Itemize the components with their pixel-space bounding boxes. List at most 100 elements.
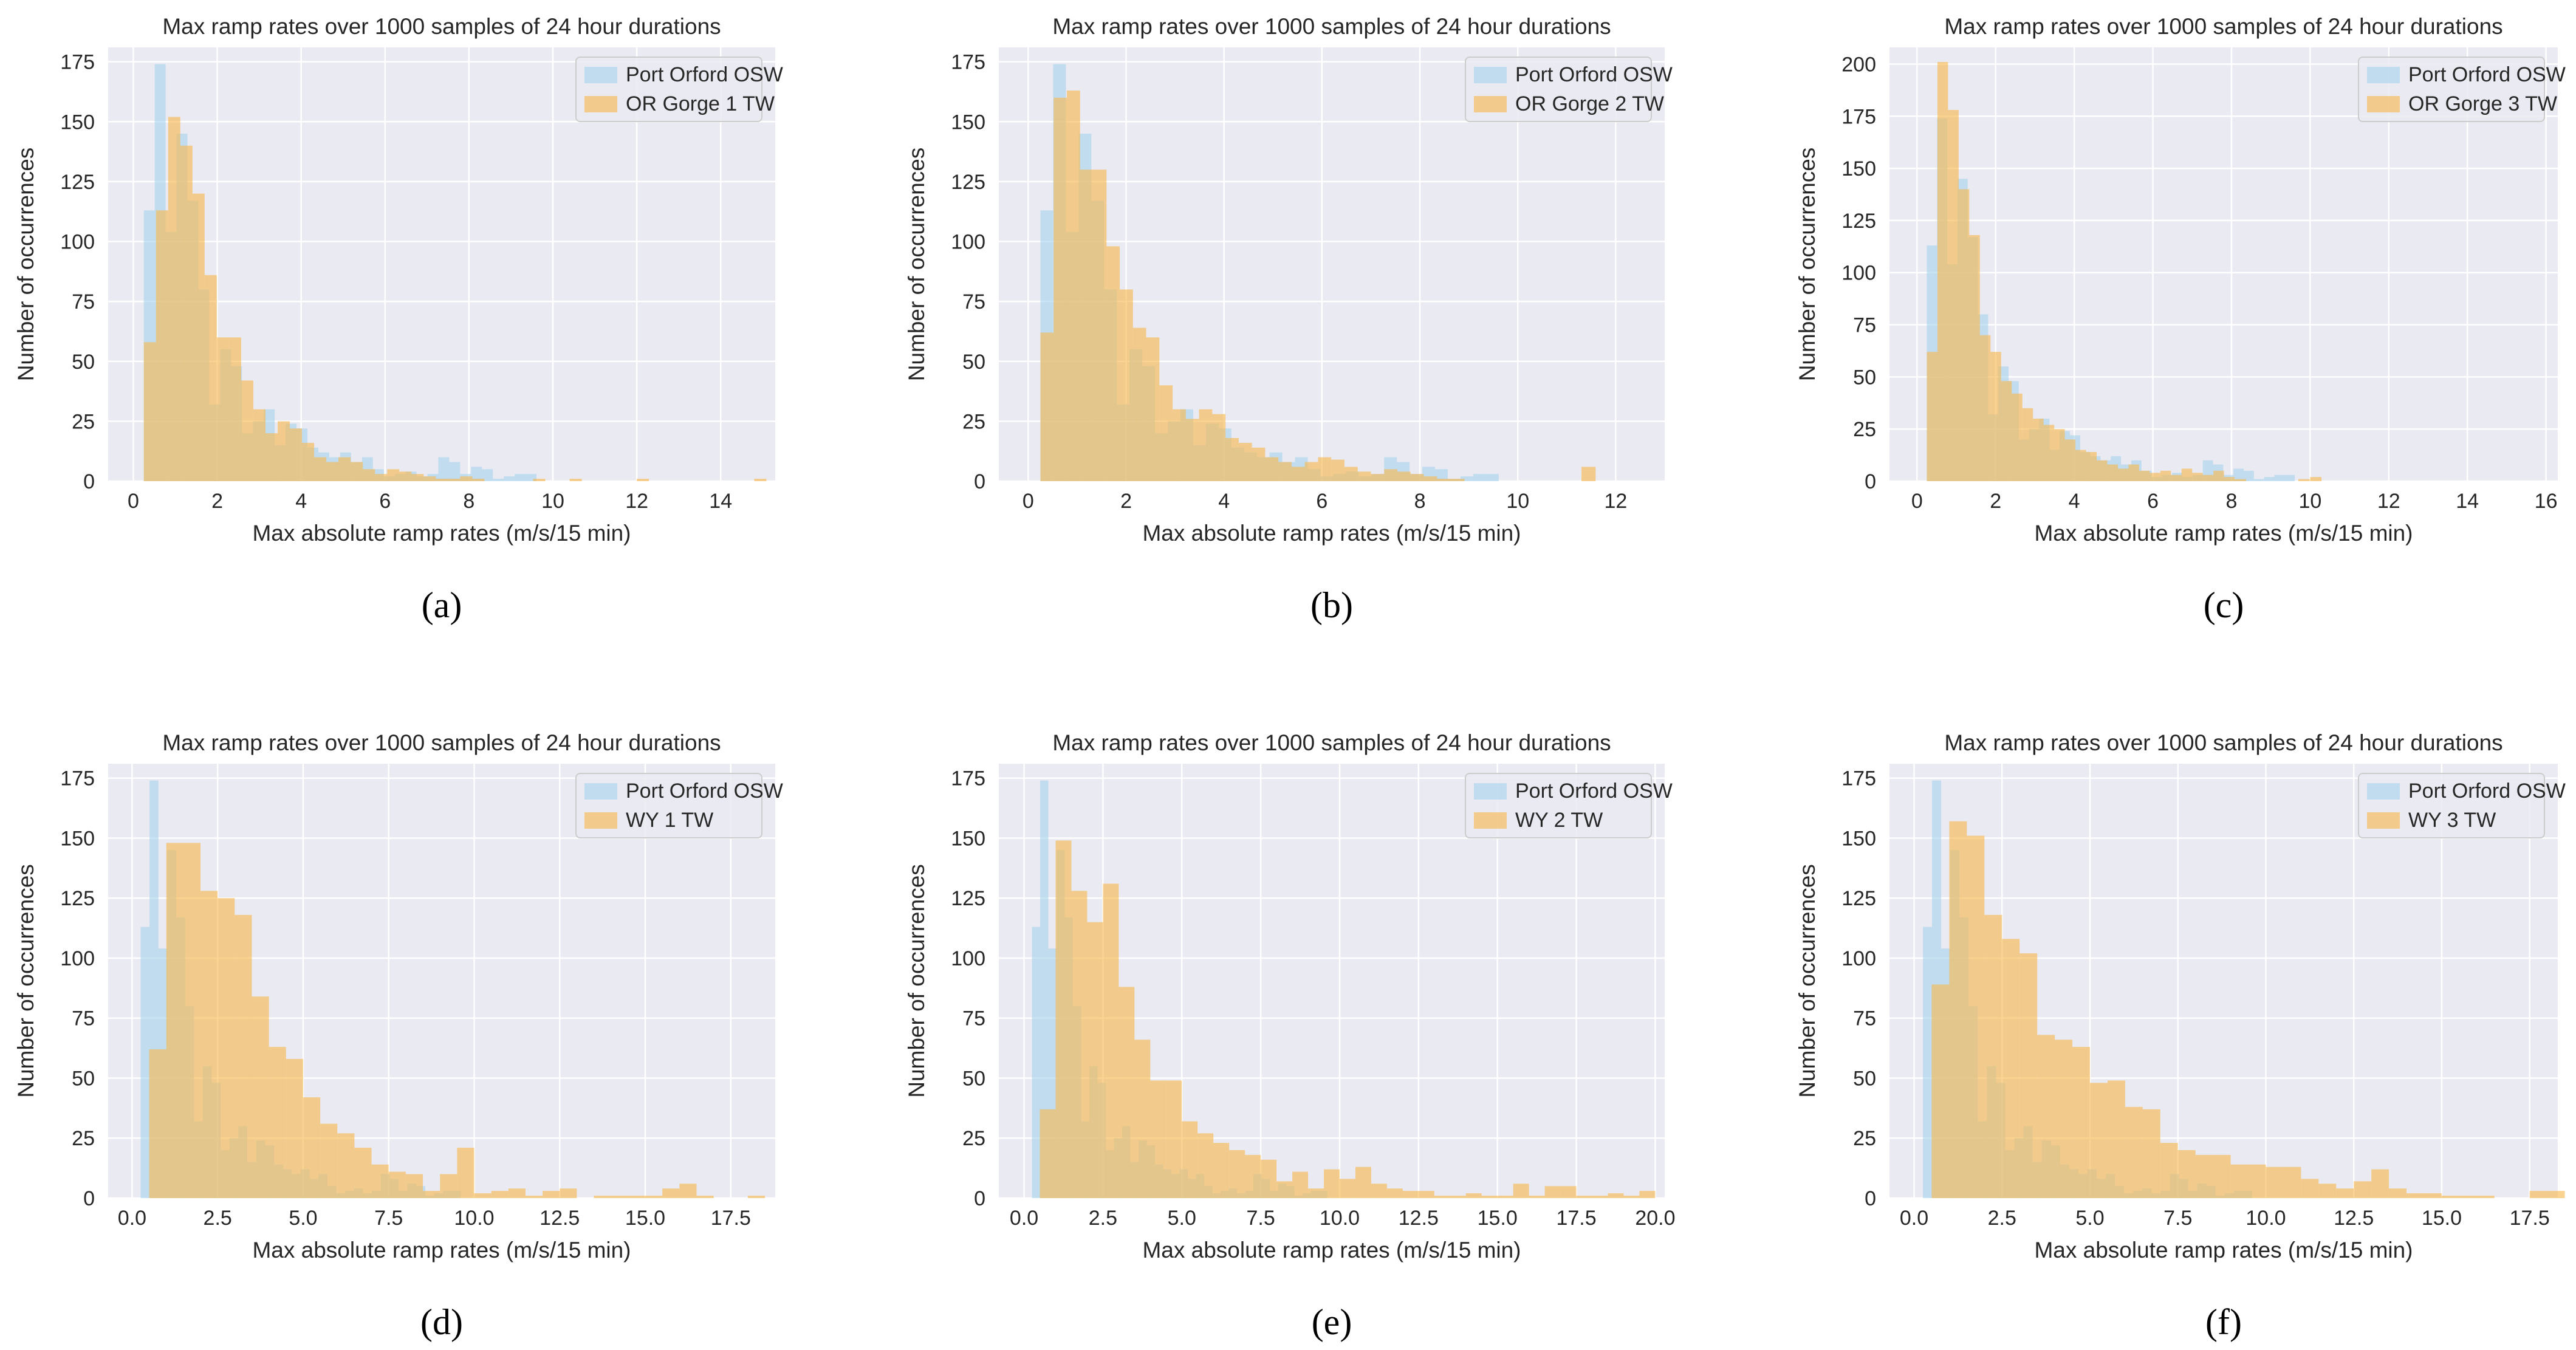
histogram-bar — [2037, 1035, 2055, 1198]
histogram-bar — [338, 457, 351, 481]
y-tick-label: 50 — [72, 1067, 95, 1090]
y-tick-label: 0 — [1865, 470, 1876, 493]
histogram-bar — [388, 1171, 406, 1198]
histogram-bar — [1402, 1191, 1419, 1198]
histogram-bar — [2055, 1040, 2073, 1198]
histogram-bar — [508, 1188, 526, 1198]
y-tick-label: 0 — [83, 1187, 95, 1210]
chart-title: Max ramp rates over 1000 samples of 24 h… — [1944, 14, 2502, 39]
legend-label: Port Orford OSW — [626, 63, 783, 86]
y-tick-label: 125 — [60, 887, 95, 910]
histogram-bar — [747, 1196, 766, 1198]
histogram-bar — [1261, 1159, 1277, 1198]
histogram-bar — [1252, 447, 1266, 481]
histogram-bar — [1308, 1188, 1324, 1198]
y-axis-label: Number of occurrences — [13, 148, 38, 382]
legend-swatch — [2367, 96, 2400, 112]
panel-caption: (b) — [1310, 585, 1353, 625]
histogram-bar — [2002, 939, 2020, 1198]
y-tick-label: 150 — [60, 111, 95, 134]
y-tick-label: 50 — [72, 351, 95, 374]
histogram-bar — [253, 409, 265, 481]
x-tick-label: 5.0 — [1168, 1207, 1196, 1230]
x-tick-label: 15.0 — [1478, 1207, 1518, 1230]
x-tick-label: 2.5 — [1089, 1207, 1117, 1230]
histogram-bar — [1397, 471, 1411, 481]
histogram-bar — [504, 476, 515, 481]
histogram-panel-f: 0 25 50 75 100 125 150 175 0.0 2.5 5.0 7.5 10.0 12.5 1… — [1795, 730, 2566, 1342]
histogram-bar — [320, 1123, 338, 1198]
legend-swatch — [1474, 67, 1507, 83]
histogram-bar — [2476, 1196, 2495, 1198]
histogram-bar — [363, 469, 375, 481]
histogram-bar — [560, 1188, 577, 1198]
histogram-bar — [1093, 170, 1107, 481]
histogram-bar — [1450, 1196, 1466, 1198]
x-tick-label: 4 — [295, 490, 307, 513]
histogram-panel-c: 0 25 50 75 100 125 150 175 200 0 2 4 6 8 10 12 14 16 Max r… — [1795, 14, 2566, 625]
histogram-bar — [1497, 1196, 1513, 1198]
y-tick-label: 100 — [951, 947, 985, 970]
histogram-bar — [269, 1047, 286, 1198]
legend-label: Port Orford OSW — [626, 780, 783, 803]
y-tick-label: 175 — [951, 767, 985, 790]
histogram-bar — [448, 479, 461, 481]
histogram-bar — [2150, 473, 2160, 481]
histogram-bar — [1118, 987, 1135, 1198]
histogram-bar — [1592, 1196, 1608, 1198]
histogram-bar — [2235, 479, 2246, 481]
histogram-bar — [1513, 1184, 1529, 1198]
x-tick-label: 12.5 — [1399, 1207, 1439, 1230]
histogram-bar — [679, 1184, 697, 1198]
histogram-bar — [1278, 462, 1292, 481]
histogram-bar — [290, 428, 303, 481]
chart-title: Max ramp rates over 1000 samples of 24 h… — [162, 14, 721, 39]
histogram-bar — [1318, 457, 1332, 481]
histogram-bar — [2043, 425, 2055, 481]
legend-label: WY 3 TW — [2408, 809, 2496, 832]
histogram-bar — [2459, 1196, 2477, 1198]
histogram-bar — [645, 1196, 663, 1198]
y-tick-label: 200 — [1841, 53, 1876, 76]
histogram-bar — [183, 843, 201, 1198]
y-tick-label: 75 — [962, 290, 985, 314]
histogram-bar — [611, 1196, 628, 1198]
histogram-bar — [754, 479, 767, 481]
x-tick-label: 10 — [1506, 490, 1529, 513]
histogram-bar — [1185, 419, 1199, 481]
histogram-bar — [1544, 1186, 1561, 1198]
histogram-bar — [1958, 189, 1970, 481]
chart-title: Max ramp rates over 1000 samples of 24 h… — [1052, 14, 1611, 39]
histogram-bar — [2033, 419, 2044, 481]
histogram-bar — [2160, 470, 2171, 481]
histogram-bar — [2230, 1164, 2249, 1198]
histogram-bar — [1481, 1196, 1498, 1198]
histogram-bar — [2354, 1181, 2372, 1198]
y-tick-label: 125 — [60, 171, 95, 194]
histogram-bar — [351, 462, 363, 481]
legend-swatch — [584, 96, 617, 112]
histogram-bar — [1197, 1133, 1214, 1198]
histogram-bar — [1159, 385, 1173, 481]
histogram-bar — [1990, 352, 2001, 481]
y-tick-label: 150 — [1841, 827, 1876, 850]
histogram-bar — [2001, 381, 2012, 481]
x-tick-label: 0.0 — [118, 1207, 146, 1230]
x-tick-label: 2.5 — [204, 1207, 232, 1230]
histogram-bar — [2177, 1150, 2196, 1198]
histogram-bar — [387, 469, 400, 481]
y-tick-label: 75 — [72, 290, 95, 314]
histogram-bar — [192, 193, 205, 481]
histogram-bar — [1199, 409, 1213, 481]
y-tick-label: 75 — [1853, 1007, 1876, 1030]
histogram-bar — [1134, 1040, 1151, 1198]
x-tick-label: 12 — [1604, 490, 1627, 513]
histogram-bar — [525, 1196, 543, 1198]
y-tick-label: 75 — [962, 1007, 985, 1030]
series-comparison — [143, 117, 767, 481]
chart-title: Max ramp rates over 1000 samples of 24 h… — [1052, 730, 1611, 755]
histogram-bar — [1032, 927, 1041, 1198]
histogram-bar — [1967, 835, 1985, 1198]
histogram-bar — [2283, 1167, 2301, 1198]
histogram-bar — [515, 474, 526, 481]
